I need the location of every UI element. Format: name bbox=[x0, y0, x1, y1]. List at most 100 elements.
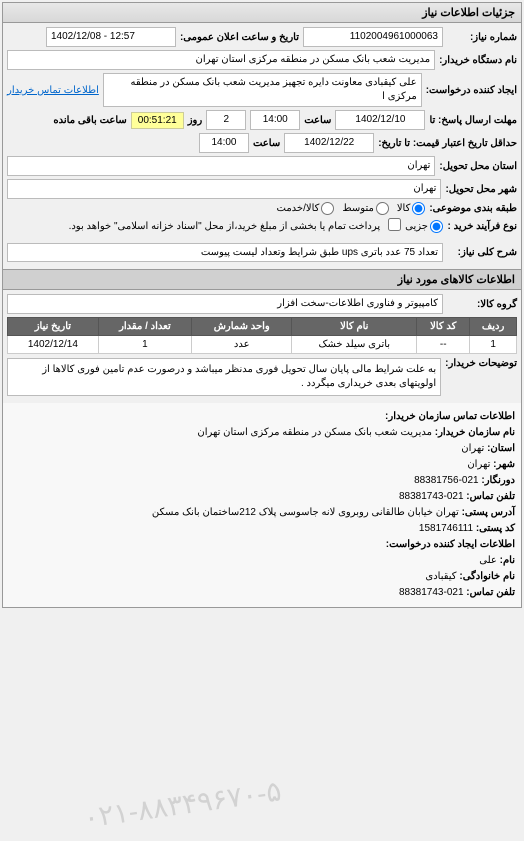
radio-goods-label: کالا bbox=[397, 203, 411, 214]
th-qty: تعداد / مقدار bbox=[98, 318, 191, 336]
contact-section: ۰۲۱-۸۸۳۴۹۶۷۰-۵ اطلاعات تماس سازمان خریدا… bbox=[3, 403, 521, 607]
field-buyer: مدیریت شعب بانک مسکن در منطقه مرکزی استا… bbox=[7, 50, 435, 70]
label-remaining: ساعت باقی مانده bbox=[53, 115, 126, 126]
cell-unit: عدد bbox=[192, 336, 292, 354]
cell-date: 1402/12/14 bbox=[8, 336, 99, 354]
contact-addr: آدرس پستی: تهران خیابان طالقانی روبروی ل… bbox=[9, 505, 515, 521]
panel-body: شماره نیاز: 1102004961000063 تاریخ و ساع… bbox=[3, 23, 521, 269]
radio-goods-service[interactable]: کالا/خدمت bbox=[277, 202, 335, 215]
field-validity-time: 14:00 bbox=[199, 133, 249, 153]
contact-province: استان: تهران bbox=[9, 441, 515, 457]
label-public-date: تاریخ و ساعت اعلان عمومی: bbox=[180, 32, 299, 43]
goods-body: گروه کالا: کامپیوتر و فناوری اطلاعات-سخت… bbox=[3, 290, 521, 403]
checkbox-treasury-input[interactable] bbox=[388, 218, 401, 231]
row-purchase: نوع فرآیند خرید : جزیی پرداخت تمام یا بخ… bbox=[7, 218, 517, 234]
radio-medium[interactable]: متوسط bbox=[342, 202, 388, 215]
panel-title: جزئیات اطلاعات نیاز bbox=[3, 3, 521, 23]
label-time2: ساعت bbox=[253, 138, 280, 149]
radio-partial-label: جزیی bbox=[405, 221, 428, 232]
creator-name-label: نام: bbox=[500, 555, 515, 566]
creator-tel-val: 021-88381743 bbox=[399, 587, 464, 598]
radio-partial-input[interactable] bbox=[430, 220, 443, 233]
row-validity: حداقل تاریخ اعتبار قیمت: تا تاریخ: 1402/… bbox=[7, 133, 517, 153]
creator-name: نام: علی bbox=[9, 553, 515, 569]
row-province: استان محل تحویل: تهران bbox=[7, 156, 517, 176]
cell-name: باتری سیلد خشک bbox=[292, 336, 417, 354]
field-city: تهران bbox=[7, 179, 441, 199]
countdown-timer: 00:51:21 bbox=[131, 112, 184, 129]
contact-org-val: مدیریت شعب بانک مسکن در منطقه مرکزی استا… bbox=[197, 427, 432, 438]
label-purchase: نوع فرآیند خرید : bbox=[447, 221, 517, 232]
contact-fax-label: دورنگار: bbox=[481, 475, 515, 486]
radio-gs-label: کالا/خدمت bbox=[277, 203, 320, 214]
row-main-desc: شرح کلی نیاز: تعداد 75 عدد باتری ups طبق… bbox=[7, 243, 517, 262]
row-group: گروه کالا: کامپیوتر و فناوری اطلاعات-سخت… bbox=[7, 294, 517, 314]
radio-partial[interactable]: جزیی bbox=[405, 220, 443, 233]
row-requester: ایجاد کننده درخواست: علی کیقبادی معاونت … bbox=[7, 73, 517, 107]
contact-fax: دورنگار: 021-88381756 bbox=[9, 473, 515, 489]
radio-goods[interactable]: کالا bbox=[397, 202, 426, 215]
field-validity-date: 1402/12/22 bbox=[284, 133, 374, 153]
contact-addr-label: آدرس پستی: bbox=[462, 507, 515, 518]
cell-code: -- bbox=[417, 336, 470, 354]
th-date: تاریخ نیاز bbox=[8, 318, 99, 336]
cell-row: 1 bbox=[470, 336, 517, 354]
contact-post-label: کد پستی: bbox=[476, 523, 515, 534]
label-deadline: مهلت ارسال پاسخ: تا bbox=[429, 115, 517, 126]
row-buyer: نام دستگاه خریدار: مدیریت شعب بانک مسکن … bbox=[7, 50, 517, 70]
contact-link[interactable]: اطلاعات تماس خریدار bbox=[7, 85, 99, 96]
radio-gs-input[interactable] bbox=[321, 202, 334, 215]
contact-org-label: نام سازمان خریدار: bbox=[435, 427, 515, 438]
contact-fax-val: 021-88381756 bbox=[414, 475, 479, 486]
contact-tel-val: 021-88381743 bbox=[399, 491, 464, 502]
label-request-no: شماره نیاز: bbox=[447, 32, 517, 43]
contact-title-text: اطلاعات تماس سازمان خریدار: bbox=[385, 411, 515, 422]
creator-family-label: نام خانوادگی: bbox=[459, 571, 515, 582]
creator-family: نام خانوادگی: کیقبادی bbox=[9, 569, 515, 585]
row-deadline: مهلت ارسال پاسخ: تا 1402/12/10 ساعت 14:0… bbox=[7, 110, 517, 130]
cell-qty: 1 bbox=[98, 336, 191, 354]
th-unit: واحد شمارش bbox=[192, 318, 292, 336]
checkbox-treasury[interactable] bbox=[388, 218, 401, 234]
purchase-radios: جزیی bbox=[405, 220, 443, 233]
contact-prov-label: استان: bbox=[487, 443, 515, 454]
creator-tel-label: تلفن تماس: bbox=[466, 587, 515, 598]
contact-prov-val: تهران bbox=[461, 443, 484, 454]
label-group: گروه کالا: bbox=[447, 299, 517, 310]
contact-title: اطلاعات تماس سازمان خریدار: bbox=[9, 409, 515, 425]
contact-org: نام سازمان خریدار: مدیریت شعب بانک مسکن … bbox=[9, 425, 515, 441]
field-days: 2 bbox=[206, 110, 246, 130]
label-time1: ساعت bbox=[304, 115, 331, 126]
contact-city: شهر: تهران bbox=[9, 457, 515, 473]
contact-city-label: شهر: bbox=[493, 459, 515, 470]
creator-tel: تلفن تماس: 021-88381743 bbox=[9, 585, 515, 601]
field-main-desc: تعداد 75 عدد باتری ups طبق شرایط وتعداد … bbox=[7, 243, 443, 262]
creator-family-val: کیقبادی bbox=[425, 571, 456, 582]
label-province: استان محل تحویل: bbox=[439, 161, 517, 172]
field-province: تهران bbox=[7, 156, 435, 176]
th-row: ردیف bbox=[470, 318, 517, 336]
radio-goods-input[interactable] bbox=[412, 202, 425, 215]
contact-post: کد پستی: 1581746111 bbox=[9, 521, 515, 537]
label-requester: ایجاد کننده درخواست: bbox=[426, 85, 517, 96]
contact-city-val: تهران bbox=[467, 459, 490, 470]
table-row[interactable]: 1 -- باتری سیلد خشک عدد 1 1402/12/14 bbox=[8, 336, 517, 354]
field-public-date: 1402/12/08 - 12:57 bbox=[46, 27, 176, 47]
label-main-desc: شرح کلی نیاز: bbox=[447, 247, 517, 258]
goods-section-header: اطلاعات کالاهای مورد نیاز bbox=[3, 269, 521, 290]
field-buyer-notes: به علت شرایط مالی پایان سال تحویل فوری م… bbox=[7, 358, 441, 396]
table-header-row: ردیف کد کالا نام کالا واحد شمارش تعداد /… bbox=[8, 318, 517, 336]
th-name: نام کالا bbox=[292, 318, 417, 336]
field-group: کامپیوتر و فناوری اطلاعات-سخت افزار bbox=[7, 294, 443, 314]
row-class: طبقه بندی موضوعی: کالا متوسط کالا/خدمت bbox=[7, 202, 517, 215]
label-class: طبقه بندی موضوعی: bbox=[429, 203, 517, 214]
purchase-note: پرداخت تمام یا بخشی از مبلغ خرید،از محل … bbox=[69, 221, 381, 232]
label-buyer-notes: توضیحات خریدار: bbox=[445, 358, 517, 369]
creator-name-val: علی bbox=[479, 555, 497, 566]
radio-medium-input[interactable] bbox=[376, 202, 389, 215]
creator-title: اطلاعات ایجاد کننده درخواست: bbox=[9, 537, 515, 553]
label-validity: حداقل تاریخ اعتبار قیمت: تا تاریخ: bbox=[378, 138, 517, 149]
radio-medium-label: متوسط bbox=[342, 203, 373, 214]
goods-table: ردیف کد کالا نام کالا واحد شمارش تعداد /… bbox=[7, 317, 517, 354]
field-request-no: 1102004961000063 bbox=[303, 27, 443, 47]
